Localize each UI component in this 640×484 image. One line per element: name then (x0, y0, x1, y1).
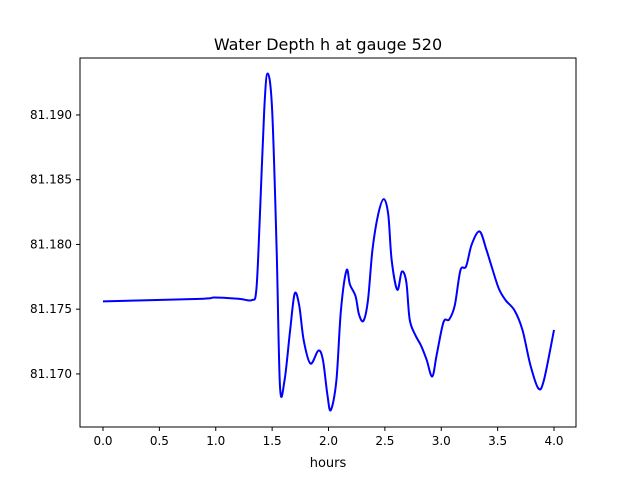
x-axis-ticks: 0.0 0.5 1.0 1.5 2.0 2.5 3.0 3.5 4.0 (93, 427, 564, 448)
x-tick-label: 3.5 (488, 434, 507, 448)
x-axis-label: hours (310, 456, 347, 471)
y-tick-label: 81.170 (30, 367, 72, 381)
y-axis-ticks: 81.170 81.175 81.180 81.185 81.190 (30, 108, 80, 381)
plot-frame (79, 57, 577, 428)
chart-title: Water Depth h at gauge 520 (214, 35, 442, 54)
series-layer (102, 72, 555, 412)
y-tick-label: 81.185 (30, 173, 72, 187)
x-tick-label: 2.5 (375, 434, 394, 448)
x-tick-label: 3.0 (432, 434, 451, 448)
y-tick-label: 81.180 (30, 237, 72, 251)
series-line-h (102, 72, 555, 412)
x-tick-label: 1.0 (206, 434, 225, 448)
y-tick-label: 81.175 (30, 302, 72, 316)
x-tick-label: 0.5 (150, 434, 169, 448)
x-tick-label: 0.0 (93, 434, 112, 448)
x-tick-label: 2.0 (319, 434, 338, 448)
y-tick-label: 81.190 (30, 108, 72, 122)
x-tick-label: 4.0 (544, 434, 563, 448)
x-tick-label: 1.5 (263, 434, 282, 448)
